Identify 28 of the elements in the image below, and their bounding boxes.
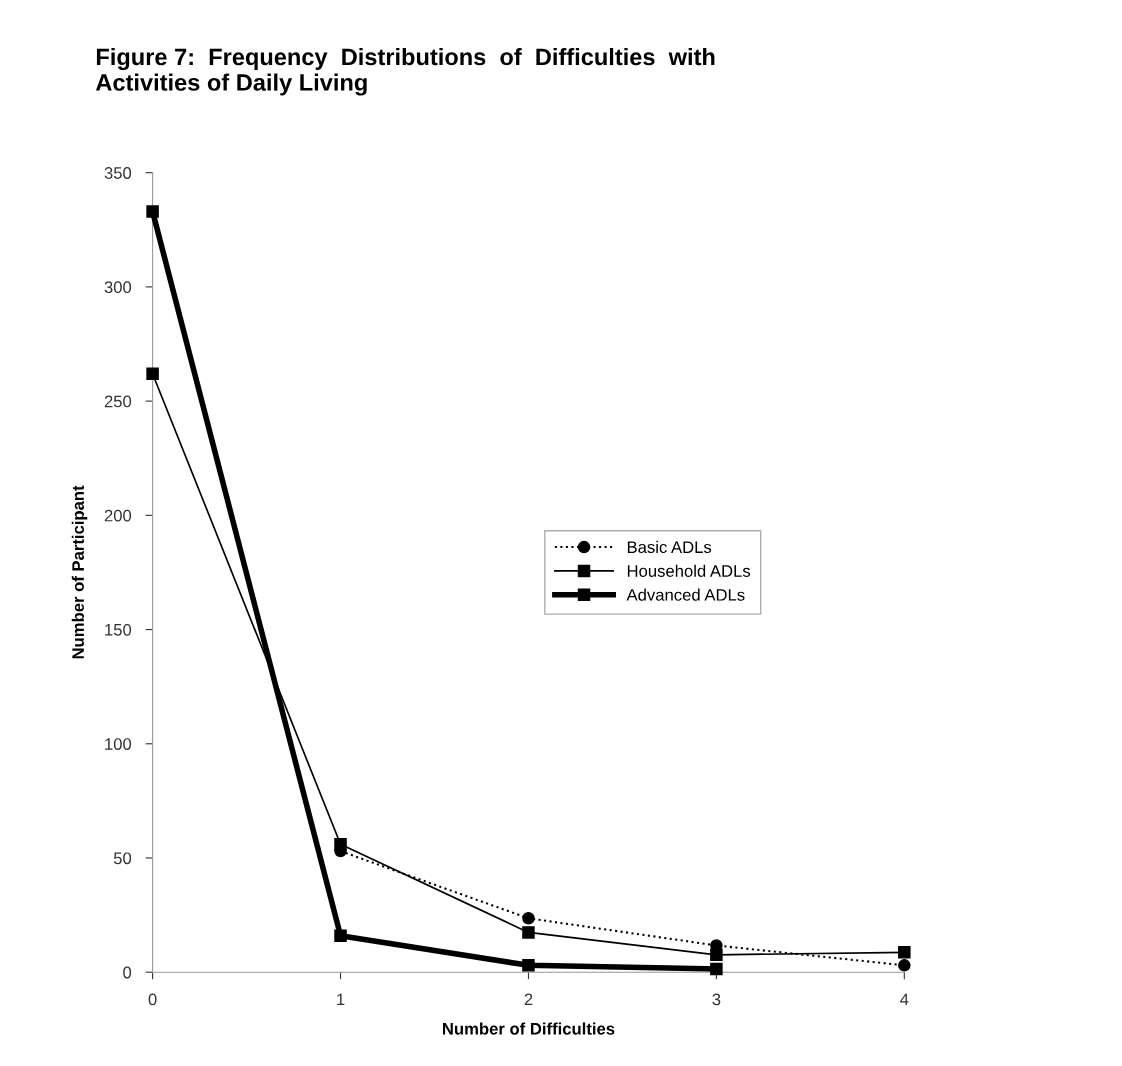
y-tick-label: 250 (104, 395, 132, 408)
legend-label: Basic ADLs (627, 540, 712, 554)
y-tick-label: 350 (104, 167, 132, 179)
point (522, 959, 535, 972)
x-tick-label: 2 (524, 993, 533, 1006)
x-tick-label: 1 (337, 993, 345, 1006)
point (146, 367, 159, 380)
y-tick-label: 200 (104, 509, 132, 522)
x-axis-title: Number of Difficulties (443, 1022, 615, 1035)
y-tick-label: 300 (104, 281, 132, 294)
point (710, 962, 723, 976)
point (146, 205, 159, 218)
x-tick-label: 0 (148, 993, 157, 1006)
y-tick-label: 100 (105, 738, 132, 750)
y-axis-title: Number of Participant (71, 485, 88, 659)
y-tick-label: 50 (113, 852, 132, 865)
legend-label: Advanced ADLs (626, 588, 745, 601)
point (522, 926, 535, 939)
point (898, 946, 911, 959)
legend-label: Household ADLs (627, 564, 751, 577)
point (334, 929, 347, 942)
chart-title: Figure 7: Frequency Distributions of Difficulties with Activities of Daily Living (95, 47, 715, 96)
x-tick-label: 3 (712, 993, 721, 1006)
point (898, 959, 911, 972)
point (522, 912, 535, 925)
x-tick-label: 4 (900, 993, 909, 1006)
y-tick-label: 0 (123, 966, 132, 979)
y-tick-label: 150 (105, 623, 132, 636)
